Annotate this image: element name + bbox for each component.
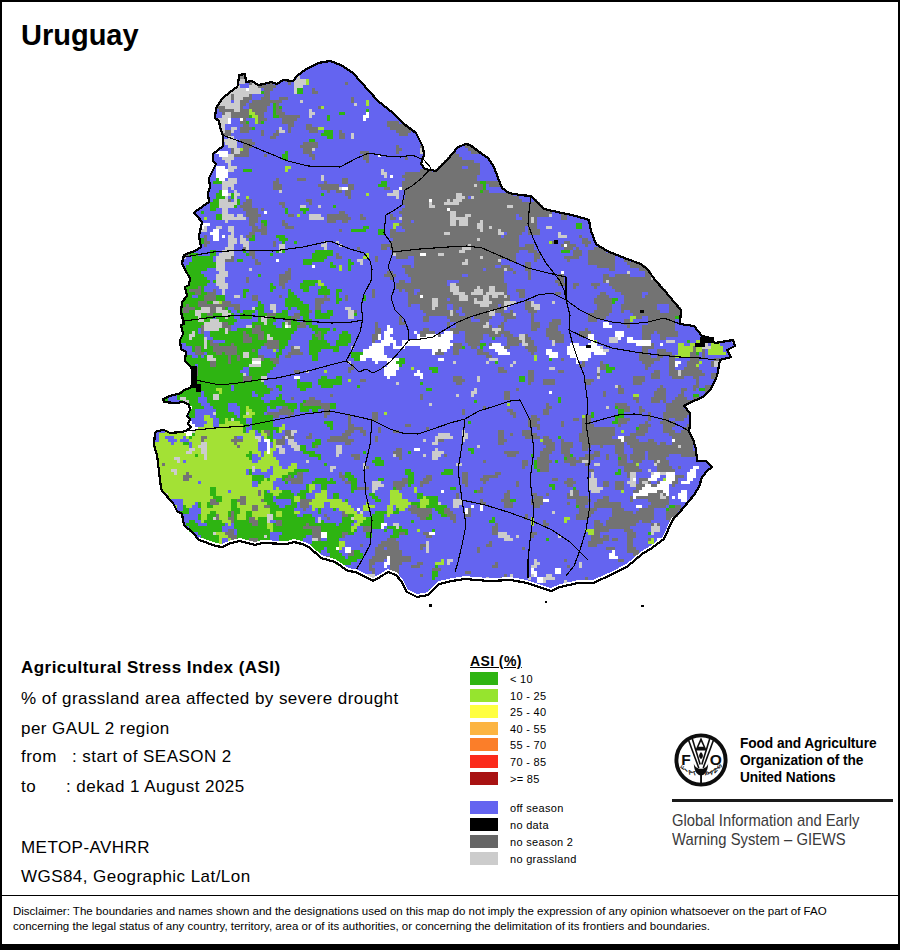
svg-text:F: F bbox=[681, 751, 690, 768]
